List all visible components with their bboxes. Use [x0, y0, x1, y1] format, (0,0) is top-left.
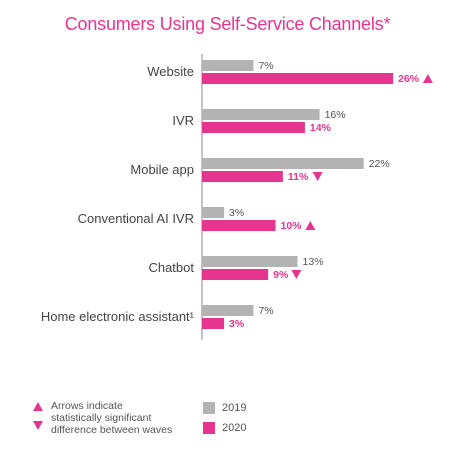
down-arrow-icon — [291, 270, 302, 279]
data-label-2019: 7% — [258, 305, 273, 317]
legend-note-line-3: difference between waves — [51, 424, 173, 436]
data-label-2020: 10% — [281, 220, 303, 232]
up-arrow-icon — [422, 74, 433, 83]
category-label: Website — [147, 64, 194, 79]
legend-down-arrow-icon — [33, 421, 43, 430]
data-label-2019: 16% — [325, 109, 346, 121]
category-label: Mobile app — [130, 162, 194, 177]
data-label-2019: 3% — [229, 207, 244, 219]
data-label-2020: 26% — [398, 73, 420, 85]
bar-2019 — [202, 158, 364, 169]
legend-note-line-2: statistically significant — [51, 412, 152, 424]
bar-2020 — [202, 269, 269, 280]
bar-2019 — [202, 109, 320, 120]
category-label: Conventional AI IVR — [78, 211, 194, 226]
legend-note-line-1: Arrows indicate — [51, 400, 123, 412]
bar-2019 — [202, 305, 254, 316]
chart-title: Consumers Using Self-Service Channels* — [64, 14, 391, 34]
data-label-2019: 13% — [303, 256, 324, 268]
category-label: IVR — [172, 113, 194, 128]
legend-label-2020: 2020 — [222, 422, 247, 434]
data-label-2019: 7% — [258, 60, 273, 72]
bar-2019 — [202, 207, 225, 218]
category-label: Chatbot — [148, 260, 194, 275]
bar-2020 — [202, 122, 305, 133]
bar-2019 — [202, 256, 298, 267]
legend-label-2019: 2019 — [222, 402, 247, 414]
data-label-2020: 14% — [310, 122, 332, 134]
data-label-2020: 9% — [273, 269, 289, 281]
legend-swatch-2019 — [203, 402, 215, 414]
data-label-2020: 11% — [288, 171, 309, 183]
category-label: Home electronic assistant¹ — [41, 309, 195, 324]
bar-2020 — [202, 73, 394, 84]
bar-2020 — [202, 220, 276, 231]
bar-2019 — [202, 60, 254, 71]
data-label-2020: 3% — [229, 318, 245, 330]
legend-up-arrow-icon — [33, 402, 43, 411]
bar-2020 — [202, 171, 283, 182]
data-label-2019: 22% — [369, 158, 390, 170]
up-arrow-icon — [305, 221, 316, 230]
legend-swatch-2020 — [203, 422, 215, 434]
bar-2020 — [202, 318, 225, 329]
down-arrow-icon — [312, 172, 323, 181]
